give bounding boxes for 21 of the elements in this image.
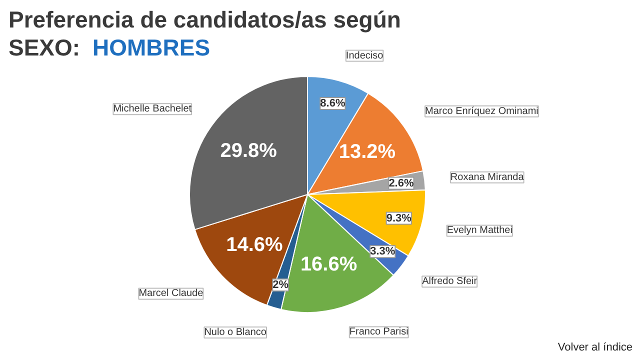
data-label: 16.6% xyxy=(300,253,358,276)
data-label: 14.6% xyxy=(226,234,284,256)
chart-title: Preferencia de candidatos/as según xyxy=(8,6,401,32)
slice-label: Marcel Claude xyxy=(138,288,204,300)
slice-label: Alfredo Sfeir xyxy=(422,276,478,288)
slice-label: Roxana Miranda xyxy=(450,172,524,183)
slice-label: Marco Enríquez Ominami xyxy=(425,106,538,117)
slice-label: Indeciso xyxy=(346,50,384,62)
slice-label: Evelyn Matthei xyxy=(446,225,512,236)
data-label: 2% xyxy=(272,278,289,291)
data-label: 13.2% xyxy=(338,141,396,164)
slice-label: Franco Parisi xyxy=(349,326,408,338)
chart-subtitle: SEXO: HOMBRES xyxy=(8,34,210,60)
data-label: 29.8% xyxy=(220,140,278,162)
data-label: 9.3% xyxy=(386,212,412,224)
slice-label: Nulo o Blanco xyxy=(204,326,267,338)
data-label: 2.6% xyxy=(388,177,414,190)
data-label: 8.6% xyxy=(320,98,346,110)
data-label: 3.3% xyxy=(370,246,396,258)
slice-label: Michelle Bachelet xyxy=(113,104,192,115)
text: Volver al índice xyxy=(558,342,633,354)
